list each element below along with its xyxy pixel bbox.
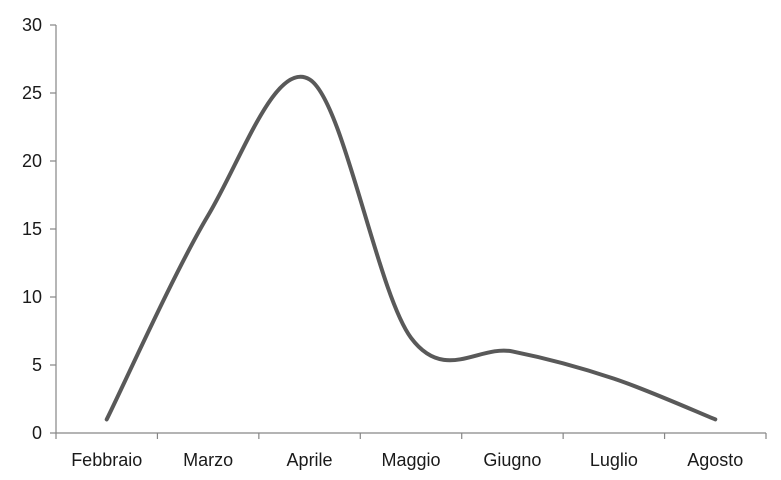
series-line [104, 74, 718, 422]
data-point-marzo [206, 213, 210, 217]
y-axis-labels: 0 5 10 15 20 25 30 [22, 15, 42, 443]
data-point-febbraio [105, 417, 109, 421]
y-tick-label: 25 [22, 83, 42, 103]
x-tick-label: Maggio [381, 450, 440, 470]
data-point-maggio [409, 336, 413, 340]
x-tick-label: Luglio [590, 450, 638, 470]
data-point-luglio [612, 377, 616, 381]
y-tick-label: 0 [32, 423, 42, 443]
axes [50, 24, 767, 439]
y-tick-label: 20 [22, 151, 42, 171]
x-axis-labels: Febbraio Marzo Aprile Maggio Giugno Luglio Ago… [71, 450, 743, 470]
data-point-agosto [713, 417, 717, 421]
series-layer [104, 74, 718, 422]
y-tick-label: 5 [32, 355, 42, 375]
x-tick-label: Agosto [687, 450, 743, 470]
x-tick-label: Giugno [483, 450, 541, 470]
x-tick-label: Febbraio [71, 450, 142, 470]
data-point-aprile [308, 77, 312, 81]
y-tick-label: 10 [22, 287, 42, 307]
y-tick-label: 30 [22, 15, 42, 35]
x-tick-label: Marzo [183, 450, 233, 470]
y-tick-label: 15 [22, 219, 42, 239]
x-tick-label: Aprile [287, 450, 333, 470]
data-point-giugno [510, 349, 514, 353]
